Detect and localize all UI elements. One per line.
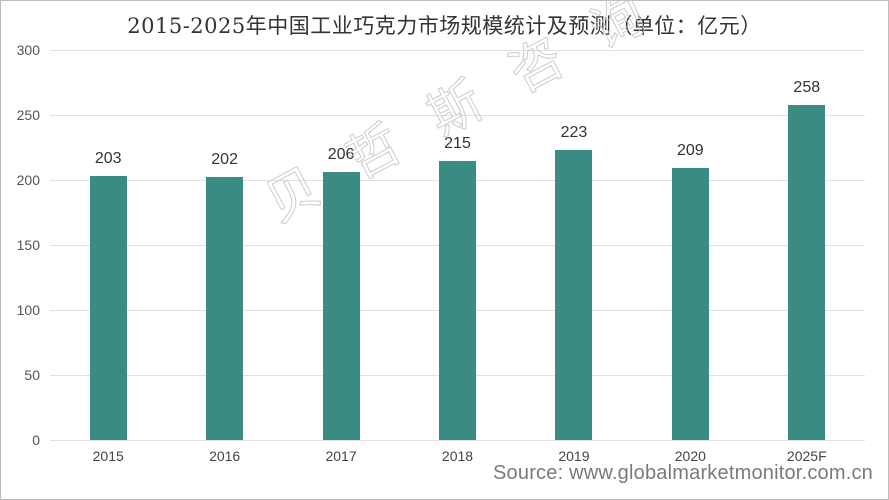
bar-value-label: 223 <box>560 124 588 142</box>
gridline <box>50 115 865 116</box>
y-axis-tick-label: 50 <box>24 367 40 383</box>
gridline <box>50 50 865 51</box>
x-axis-tick-label: 2020 <box>674 448 706 464</box>
bar-2019 <box>555 150 593 440</box>
y-axis-tick-label: 150 <box>16 237 40 253</box>
bar-2015 <box>89 176 127 440</box>
bar-2020 <box>671 168 709 440</box>
x-axis-tick-label: 2018 <box>441 448 474 464</box>
y-axis-tick-label: 100 <box>16 302 40 318</box>
bar-value-label: 202 <box>211 151 238 169</box>
bar-value-label: 258 <box>793 78 821 96</box>
x-axis-tick-label: 2017 <box>325 448 357 464</box>
y-axis-tick-label: 0 <box>32 432 40 448</box>
y-axis-tick-label: 250 <box>16 107 40 123</box>
source-credit: Source: www.globalmarketmonitor.com.cn <box>493 462 873 484</box>
bar-2018 <box>439 160 476 440</box>
bar-value-label: 215 <box>444 134 471 152</box>
bar-value-label: 203 <box>94 150 122 168</box>
bar-value-label: 209 <box>676 142 704 160</box>
x-axis-tick-label: 2015 <box>92 448 124 464</box>
plot-area: 0 50 100 150 200 250 300 203 2015 202 2016 206 2017 2… <box>17 42 865 464</box>
y-axis-tick-label: 200 <box>16 172 40 188</box>
x-axis-tick-label: 2025F <box>786 448 827 464</box>
bar-value-label: 206 <box>327 146 355 164</box>
bar-2016 <box>206 177 244 440</box>
gridline <box>50 440 865 441</box>
bar-2017 <box>322 172 360 440</box>
chart-title: 2015-2025年中国工业巧克力市场规模统计及预测（单位：亿元） <box>127 14 762 38</box>
x-axis-tick-label: 2016 <box>209 448 241 464</box>
bar-2025F <box>788 104 826 440</box>
x-axis-tick-label: 2019 <box>558 448 590 464</box>
y-axis-tick-label: 300 <box>16 42 40 58</box>
